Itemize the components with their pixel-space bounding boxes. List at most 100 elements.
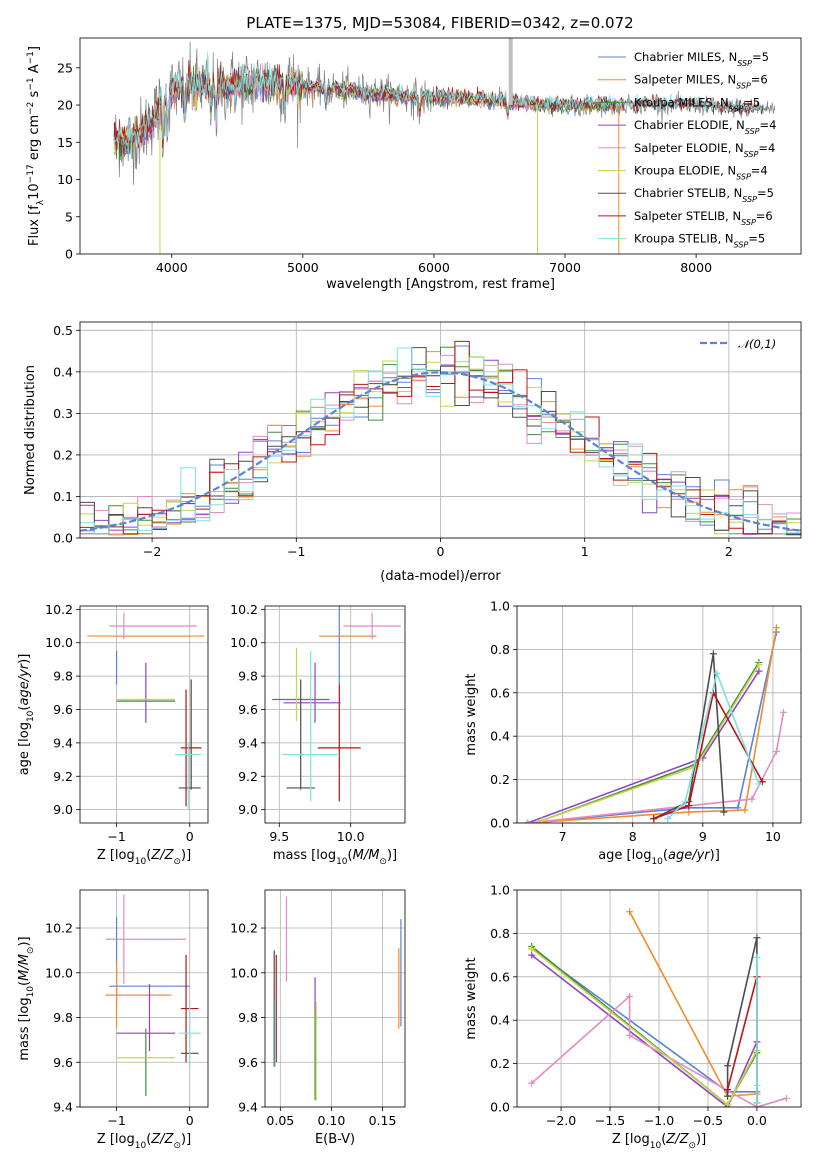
- legend-label: Chabrier MILES, NSSP=5: [634, 50, 769, 68]
- marks-mass-vs-EBV: [273, 896, 402, 1101]
- y-tick-label: 9.2: [238, 769, 258, 784]
- y-tick-label: 20: [57, 98, 73, 113]
- y-tick-label: 10: [57, 172, 73, 187]
- y-tick-label: 1.0: [490, 599, 510, 614]
- x-axis-label: Z [log10(Z/Z⊙)]: [612, 1132, 706, 1151]
- panel-mass-vs-EBV: 0.05 0.10 0.15 9.4 9.6 9.8 10.0 10.2 E(B-V): [230, 889, 406, 1147]
- y-tick-label: 9.4: [238, 1100, 258, 1115]
- y-tick-label: 9.6: [53, 702, 73, 717]
- weight-point-chabrier-elodie: [755, 667, 763, 675]
- y-axis-label: Normed distribution: [23, 365, 38, 495]
- y-tick-label: 9.8: [53, 669, 73, 684]
- y-axis-label: mass weight: [464, 957, 479, 1039]
- x-tick-label: 4000: [156, 260, 188, 275]
- weight-point-salpeter-stelib: [650, 815, 658, 823]
- grid-mass-vs-Z: [80, 890, 208, 1108]
- panel-age-vs-Z: −1 0 9.0 9.2 9.4 9.6 9.8 10.0 10.2 Z [log10(Z/Z⊙)…: [17, 602, 209, 867]
- y-tick-label: 0.2: [490, 1056, 510, 1071]
- axes-frame: [79, 321, 802, 539]
- weight-line-chabrier-elodie: [531, 954, 758, 1107]
- y-tick-label: 9.6: [238, 702, 258, 717]
- axes-frame: [79, 889, 209, 1108]
- weight-line-chabrier-stelib: [653, 653, 725, 820]
- x-tick-label: 0.0: [747, 1113, 767, 1128]
- x-tick-label: 8000: [680, 260, 712, 275]
- y-tick-label: 0.4: [490, 729, 510, 744]
- x-tick-label: 0: [186, 1113, 194, 1128]
- x-tick-label: 8: [629, 829, 637, 844]
- weight-line-chabrier-miles: [527, 631, 778, 823]
- weight-point-salpeter-elodie: [528, 1079, 536, 1087]
- x-tick-label: 7000: [549, 260, 581, 275]
- legend-label: Salpeter ELODIE, NSSP=4: [634, 141, 775, 159]
- weight-point-salpeter-stelib: [724, 1086, 732, 1094]
- x-axis-label: age [log10(age/yr)]: [598, 848, 720, 867]
- x-tick-label: −1: [107, 1113, 125, 1128]
- y-tick-label: 0.1: [53, 489, 73, 504]
- x-tick-label: 7: [559, 829, 567, 844]
- legend-label: Kroupa STELIB, NSSP=5: [634, 232, 765, 250]
- y-tick-label: 0.8: [490, 642, 510, 657]
- x-tick-label: −1.5: [595, 1113, 625, 1128]
- weight-line-kroupa-elodie: [531, 947, 758, 1107]
- x-tick-label: 6000: [418, 260, 450, 275]
- x-axis-label: wavelength [Angstrom, rest frame]: [326, 277, 555, 292]
- y-tick-label: 9.4: [238, 735, 258, 750]
- axes-frame: [79, 605, 209, 824]
- marks-age-vs-mass: [272, 606, 401, 802]
- weight-point-kroupa-elodie: [538, 817, 546, 823]
- legend-label: 𝒩(0,1): [738, 337, 776, 351]
- histogram-chabrier-stelib: [80, 347, 801, 535]
- weight-point-salpeter-elodie: [779, 708, 787, 716]
- marks-age-vs-Z: [87, 612, 205, 810]
- x-tick-label: 0.10: [318, 1113, 346, 1128]
- y-tick-label: 9.8: [53, 1010, 73, 1025]
- axes-frame: [79, 37, 802, 255]
- grid-mass-vs-EBV: [265, 890, 405, 1108]
- weight-line-kroupa-miles: [531, 945, 758, 1107]
- weight-point-chabrier-stelib: [709, 650, 717, 658]
- weight-point-kroupa-stelib: [753, 1081, 761, 1089]
- y-axis-label: Flux [fλ10−17 erg cm−2 s−1 A−1]: [26, 46, 46, 246]
- residual-legend: 𝒩(0,1): [700, 337, 776, 351]
- grid-age-vs-mass: [265, 606, 405, 823]
- legend-label: Chabrier STELIB, NSSP=5: [634, 186, 774, 204]
- weight-point-salpeter-miles: [741, 806, 749, 814]
- weight-point-salpeter-elodie: [626, 992, 634, 1000]
- grid-weight-vs-Z: [517, 889, 801, 1108]
- y-tick-label: 10.0: [45, 635, 73, 650]
- weight-line-kroupa-stelib: [667, 670, 760, 820]
- x-axis-label: Z [log10(Z/Z⊙)]: [97, 1132, 191, 1151]
- weight-point-salpeter-miles: [772, 624, 780, 632]
- y-tick-label: 9.8: [238, 1010, 258, 1025]
- marks-mass-vs-Z: [105, 894, 201, 1096]
- spectrum-model-salpeter-stelib: [113, 59, 765, 151]
- weight-line-kroupa-elodie: [541, 664, 760, 822]
- figure-title: PLATE=1375, MJD=53084, FIBERID=0342, z=0…: [246, 14, 633, 32]
- weight-point-salpeter-elodie: [782, 1094, 790, 1102]
- x-tick-label: 0: [437, 544, 445, 559]
- y-tick-label: 10.0: [230, 965, 258, 980]
- x-tick-label: 0.05: [266, 1113, 294, 1128]
- y-tick-label: 0.4: [53, 364, 73, 379]
- weight-point-salpeter-miles: [685, 808, 693, 816]
- axes-frame: [516, 605, 802, 824]
- weight-line-salpeter-miles: [527, 627, 778, 823]
- legend-label: Chabrier ELODIE, NSSP=4: [634, 118, 776, 136]
- weight-point-salpeter-elodie: [772, 747, 780, 755]
- marks-residuals: [80, 340, 801, 536]
- weight-line-salpeter-elodie: [527, 712, 785, 823]
- y-tick-label: 10.2: [45, 921, 73, 936]
- weight-point-salpeter-stelib: [758, 778, 766, 786]
- y-tick-label: 0.3: [53, 406, 73, 421]
- weight-point-kroupa-elodie: [755, 661, 763, 669]
- y-tick-label: 9.4: [53, 1100, 73, 1115]
- weight-point-chabrier-stelib: [720, 808, 728, 816]
- weight-point-salpeter-elodie: [626, 1031, 634, 1039]
- panel-spectrum: 4000 5000 6000 7000 8000 0 5 10 15 20 25 wavelength…: [26, 37, 802, 292]
- y-tick-label: 9.2: [53, 769, 73, 784]
- weight-point-salpeter-stelib: [685, 802, 693, 810]
- x-tick-label: −1: [107, 829, 125, 844]
- y-tick-label: 5: [65, 209, 73, 224]
- weight-point-salpeter-elodie: [524, 819, 532, 823]
